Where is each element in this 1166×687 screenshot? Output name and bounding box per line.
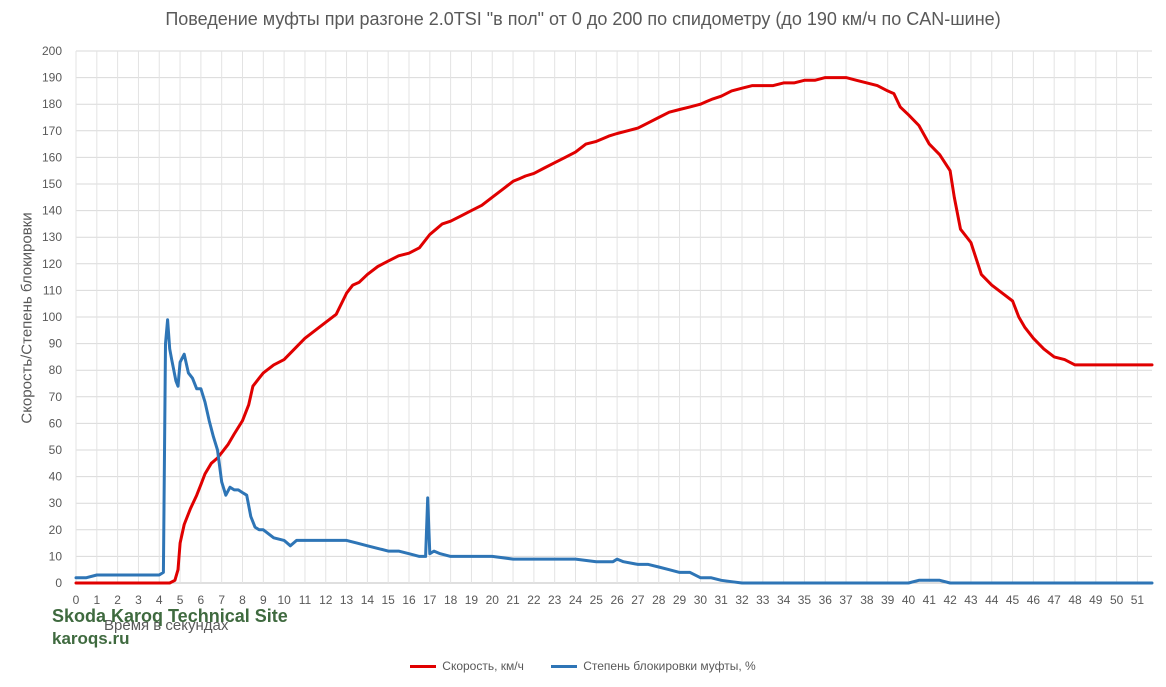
- x-tick-label: 23: [548, 593, 562, 607]
- y-tick-label: 60: [49, 416, 63, 430]
- y-tick-label: 20: [49, 523, 63, 537]
- x-tick-label: 40: [902, 593, 916, 607]
- series-lines: [76, 78, 1152, 583]
- x-tick-label: 18: [444, 593, 458, 607]
- y-tick-label: 10: [49, 549, 63, 563]
- x-tick-label: 50: [1110, 593, 1124, 607]
- x-tick-label: 10: [277, 593, 291, 607]
- x-tick-label: 25: [590, 593, 604, 607]
- x-tick-label: 5: [177, 593, 184, 607]
- x-tick-label: 29: [673, 593, 687, 607]
- watermark-url: karoqs.ru: [52, 629, 129, 649]
- y-axis-label: Скорость/Степень блокировки: [19, 212, 36, 423]
- x-tick-label: 43: [964, 593, 978, 607]
- x-tick-label: 15: [382, 593, 396, 607]
- x-tick-label: 32: [735, 593, 749, 607]
- x-tick-label: 51: [1131, 593, 1145, 607]
- x-tick-label: 30: [694, 593, 708, 607]
- x-tick-label: 47: [1048, 593, 1062, 607]
- series-clutch-lock-line: [76, 320, 1152, 583]
- legend-label-speed: Скорость, км/ч: [442, 659, 524, 673]
- x-tick-label: 17: [423, 593, 437, 607]
- x-tick-label: 35: [798, 593, 812, 607]
- y-tick-label: 30: [49, 496, 63, 510]
- y-tick-label: 70: [49, 390, 63, 404]
- x-tick-label: 48: [1068, 593, 1082, 607]
- x-tick-label: 7: [218, 593, 225, 607]
- y-tick-label: 40: [49, 470, 63, 484]
- y-tick-label: 0: [55, 576, 62, 590]
- x-tick-label: 3: [135, 593, 142, 607]
- y-tick-label: 180: [42, 97, 62, 111]
- x-tick-label: 9: [260, 593, 267, 607]
- x-tick-label: 13: [340, 593, 354, 607]
- x-tick-label: 24: [569, 593, 583, 607]
- x-tick-label: 42: [943, 593, 957, 607]
- x-tick-label: 45: [1006, 593, 1020, 607]
- watermark-site-name: Skoda Karoq Technical Site: [52, 606, 288, 627]
- y-tick-label: 120: [42, 257, 62, 271]
- y-tick-label: 90: [49, 337, 63, 351]
- legend: Скорость, км/ч Степень блокировки муфты,…: [0, 659, 1166, 673]
- legend-item-lock: Степень блокировки муфты, %: [551, 659, 756, 673]
- x-tick-label: 49: [1089, 593, 1103, 607]
- legend-swatch-speed: [410, 665, 436, 668]
- y-tick-label: 130: [42, 230, 62, 244]
- y-tick-label: 170: [42, 124, 62, 138]
- series-speed-line: [76, 78, 1152, 583]
- y-tick-label: 200: [42, 44, 62, 58]
- x-tick-label: 31: [715, 593, 729, 607]
- x-tick-label: 19: [465, 593, 479, 607]
- x-tick-label: 11: [299, 593, 312, 607]
- x-tick-label: 27: [631, 593, 645, 607]
- x-tick-label: 0: [73, 593, 80, 607]
- legend-label-lock: Степень блокировки муфты, %: [583, 659, 756, 673]
- y-tick-label: 150: [42, 177, 62, 191]
- x-tick-label: 2: [114, 593, 121, 607]
- y-tick-label: 140: [42, 204, 62, 218]
- x-tick-label: 38: [860, 593, 874, 607]
- x-tick-label: 20: [486, 593, 500, 607]
- x-tick-label: 28: [652, 593, 666, 607]
- chart-canvas: 0102030405060708090100110120130140150160…: [0, 0, 1166, 687]
- x-tick-label: 21: [506, 593, 520, 607]
- x-tick-label: 26: [610, 593, 624, 607]
- x-tick-label: 46: [1027, 593, 1041, 607]
- x-tick-label: 39: [881, 593, 895, 607]
- y-tick-label: 160: [42, 150, 62, 164]
- x-tick-label: 16: [402, 593, 416, 607]
- y-tick-label: 190: [42, 71, 62, 85]
- x-tick-label: 6: [198, 593, 205, 607]
- legend-swatch-lock: [551, 665, 577, 668]
- x-axis-ticks: 0 1 2 3 4 5 6 7 8 9 10 11 12 13 14 15 16 17 18 19 20 21 22 23 24…: [73, 593, 1145, 607]
- x-tick-label: 33: [756, 593, 770, 607]
- x-tick-label: 4: [156, 593, 163, 607]
- y-tick-label: 110: [43, 283, 62, 297]
- y-axis-ticks: 0 10 20 30 40 50 60 70 80 90 100 110 120 130 140 150 160…: [42, 44, 62, 590]
- y-tick-label: 50: [49, 443, 63, 457]
- x-tick-label: 12: [319, 593, 333, 607]
- x-tick-label: 44: [985, 593, 999, 607]
- y-tick-label: 100: [42, 310, 62, 324]
- x-tick-label: 37: [839, 593, 853, 607]
- x-tick-label: 41: [923, 593, 937, 607]
- legend-item-speed: Скорость, км/ч: [410, 659, 524, 673]
- x-tick-label: 8: [239, 593, 246, 607]
- x-tick-label: 34: [777, 593, 791, 607]
- x-tick-label: 22: [527, 593, 541, 607]
- x-tick-label: 1: [93, 593, 100, 607]
- x-tick-label: 36: [819, 593, 833, 607]
- y-tick-label: 80: [49, 363, 63, 377]
- grid-lines: [76, 51, 1152, 583]
- x-tick-label: 14: [361, 593, 375, 607]
